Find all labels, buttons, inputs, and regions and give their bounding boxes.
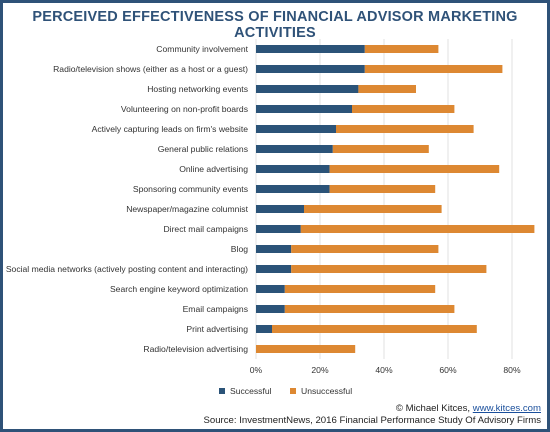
- bar-unsuccessful: [364, 45, 439, 53]
- category-label: Blog: [231, 244, 248, 254]
- bar-successful: [256, 185, 330, 193]
- bar-successful: [256, 105, 352, 113]
- bar-unsuccessful: [332, 145, 429, 153]
- category-label: Social media networks (actively posting …: [6, 264, 248, 274]
- bar-unsuccessful: [329, 185, 436, 193]
- bar-successful: [256, 305, 285, 313]
- credit-prefix: © Michael Kitces,: [395, 403, 473, 414]
- category-label: Search engine keyword optimization: [110, 284, 248, 294]
- category-label: Actively capturing leads on firm's websi…: [92, 124, 249, 134]
- category-label: Radio/television shows (either as a host…: [53, 64, 248, 74]
- bar-successful: [256, 145, 333, 153]
- bar-unsuccessful: [284, 285, 436, 293]
- category-label: Radio/television advertising: [143, 344, 248, 354]
- category-label: Newspaper/magazine columnist: [126, 204, 248, 214]
- x-tick-label: 40%: [375, 365, 393, 375]
- bar-successful: [256, 165, 330, 173]
- credit-link[interactable]: www.kitces.com: [472, 403, 541, 414]
- category-label: Email campaigns: [183, 304, 248, 314]
- x-tick-label: 60%: [439, 365, 457, 375]
- bars: [256, 45, 535, 353]
- category-label: Community involvement: [156, 44, 248, 54]
- bar-unsuccessful: [291, 265, 487, 273]
- bar-unsuccessful: [358, 85, 416, 93]
- bar-unsuccessful: [272, 325, 477, 333]
- bar-successful: [256, 45, 365, 53]
- bar-successful: [256, 85, 359, 93]
- bar-unsuccessful: [284, 305, 455, 313]
- legend-swatch-successful: [219, 388, 225, 394]
- bar-chart: Community involvement Radio/television sh…: [6, 39, 535, 396]
- bar-unsuccessful: [256, 345, 356, 353]
- source-line: Source: InvestmentNews, 2016 Financial P…: [203, 415, 541, 426]
- bar-successful: [256, 225, 301, 233]
- bar-unsuccessful: [364, 65, 503, 73]
- x-tick-label: 20%: [311, 365, 329, 375]
- category-labels: Community involvement Radio/television sh…: [6, 44, 249, 354]
- bar-unsuccessful: [304, 205, 442, 213]
- bar-unsuccessful: [336, 125, 474, 133]
- x-tick-label: 80%: [503, 365, 521, 375]
- bar-unsuccessful: [329, 165, 500, 173]
- bar-unsuccessful: [300, 225, 535, 233]
- credit-line: © Michael Kitces, www.kitces.com: [396, 403, 541, 414]
- category-label: Volunteering on non-profit boards: [121, 104, 248, 114]
- category-label: Direct mail campaigns: [163, 224, 248, 234]
- bar-unsuccessful: [291, 245, 439, 253]
- bar-successful: [256, 325, 272, 333]
- chart-frame: PERCEIVED EFFECTIVENESS OF FINANCIAL ADV…: [3, 3, 547, 429]
- bar-successful: [256, 65, 365, 73]
- category-label: Hosting networking events: [147, 84, 248, 94]
- bar-unsuccessful: [352, 105, 455, 113]
- bar-successful: [256, 285, 285, 293]
- category-label: Sponsoring community events: [133, 184, 248, 194]
- legend-swatch-unsuccessful: [290, 388, 296, 394]
- category-label: Online advertising: [179, 164, 248, 174]
- bar-successful: [256, 205, 304, 213]
- legend-label-successful: Successful: [230, 386, 272, 396]
- chart-title: PERCEIVED EFFECTIVENESS OF FINANCIAL ADV…: [32, 9, 518, 41]
- bar-successful: [256, 245, 292, 253]
- x-tick-label: 0%: [250, 365, 263, 375]
- category-label: Print advertising: [186, 324, 248, 334]
- bar-successful: [256, 125, 336, 133]
- category-label: General public relations: [158, 144, 248, 154]
- bar-successful: [256, 265, 292, 273]
- x-axis-ticks: 0% 20% 40% 60% 80%: [250, 365, 521, 375]
- legend-label-unsuccessful: Unsuccessful: [301, 386, 352, 396]
- legend: Successful Unsuccessful: [219, 386, 352, 396]
